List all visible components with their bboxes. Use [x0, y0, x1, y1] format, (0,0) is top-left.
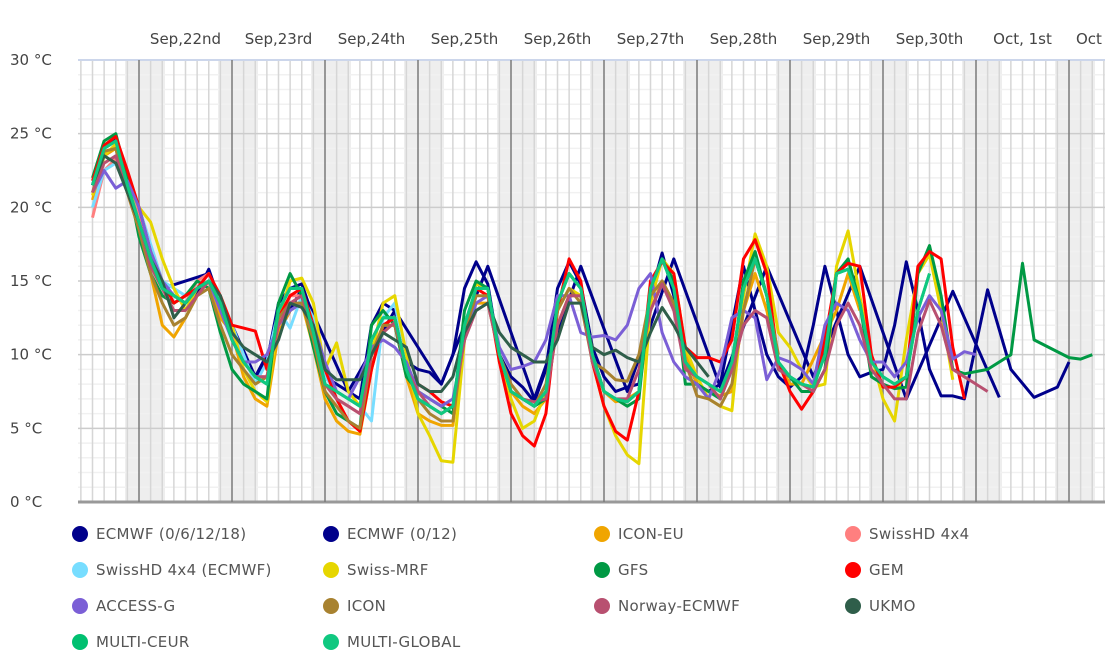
- legend-item[interactable]: ECMWF (0/6/12/18): [72, 522, 246, 546]
- temperature-chart: Sep,22nd Sep,23rd Sep,24th Sep,25th Sep,26th…: [10, 30, 1105, 511]
- legend-dot-icon: [594, 562, 610, 578]
- legend-label: GFS: [618, 561, 649, 579]
- y-tick-label: 25 °C: [10, 125, 52, 143]
- legend-label: UKMO: [869, 597, 916, 615]
- series-multi-global: [91, 139, 931, 416]
- y-tick-label: 20 °C: [10, 198, 52, 216]
- series-line: [91, 139, 931, 416]
- x-tick-label: Oct: [1076, 30, 1102, 48]
- x-tick-label: Oct, 1st: [993, 30, 1052, 48]
- x-tick-label: Sep,26th: [524, 30, 592, 48]
- legend-label: MULTI-GLOBAL: [347, 633, 461, 651]
- series-lines: [91, 132, 1093, 466]
- x-tick-label: Sep,28th: [710, 30, 778, 48]
- legend-item[interactable]: SwissHD 4x4 (ECMWF): [72, 558, 272, 582]
- x-tick-label: Sep,27th: [617, 30, 685, 48]
- legend-dot-icon: [72, 562, 88, 578]
- legend-dot-icon: [323, 634, 339, 650]
- x-tick-label: Sep,24th: [338, 30, 406, 48]
- legend-dot-icon: [845, 526, 861, 542]
- legend-item[interactable]: ICON-EU: [594, 522, 684, 546]
- legend-dot-icon: [72, 634, 88, 650]
- legend-label: Norway-ECMWF: [618, 597, 741, 615]
- legend-label: MULTI-CEUR: [96, 633, 190, 651]
- x-tick-label: Sep,29th: [803, 30, 871, 48]
- legend-label: ACCESS-G: [96, 597, 176, 615]
- legend-item[interactable]: GFS: [594, 558, 648, 582]
- legend-dot-icon: [845, 598, 861, 614]
- y-tick-label: 0 °C: [10, 493, 42, 511]
- legend-item[interactable]: Norway-ECMWF: [594, 594, 740, 618]
- legend-item[interactable]: ACCESS-G: [72, 594, 175, 618]
- legend-dot-icon: [594, 598, 610, 614]
- legend-dot-icon: [72, 598, 88, 614]
- y-tick-label: 5 °C: [10, 419, 42, 437]
- legend-dot-icon: [323, 562, 339, 578]
- legend-label: ICON-EU: [618, 525, 684, 543]
- legend-label: ICON: [347, 597, 387, 615]
- y-tick-label: 10 °C: [10, 346, 52, 364]
- legend-label: ECMWF (0/12): [347, 525, 458, 543]
- legend-dot-icon: [594, 526, 610, 542]
- series-gem: [91, 135, 966, 448]
- legend-item[interactable]: GEM: [845, 558, 904, 582]
- legend-item[interactable]: MULTI-GLOBAL: [323, 630, 461, 654]
- legend-dot-icon: [323, 526, 339, 542]
- y-tick-label: 30 °C: [10, 51, 52, 69]
- y-tick-label: 15 °C: [10, 272, 52, 290]
- legend-item[interactable]: UKMO: [845, 594, 916, 618]
- y-axis-labels: 0 °C 5 °C 10 °C 15 °C 20 °C 25 °C 30 °C: [10, 51, 52, 511]
- legend-item[interactable]: Swiss-MRF: [323, 558, 429, 582]
- series-line: [91, 135, 966, 448]
- legend-dot-icon: [845, 562, 861, 578]
- legend: ECMWF (0/6/12/18) ECMWF (0/12) ICON-EU Swis…: [72, 522, 1102, 658]
- legend-label: GEM: [869, 561, 904, 579]
- legend-dot-icon: [323, 598, 339, 614]
- legend-item[interactable]: ECMWF (0/12): [323, 522, 457, 546]
- legend-label: SwissHD 4x4: [869, 525, 970, 543]
- legend-label: ECMWF (0/6/12/18): [96, 525, 247, 543]
- legend-dot-icon: [72, 526, 88, 542]
- legend-item[interactable]: ICON: [323, 594, 386, 618]
- legend-label: Swiss-MRF: [347, 561, 429, 579]
- x-axis-labels: Sep,22nd Sep,23rd Sep,24th Sep,25th Sep,26th…: [150, 30, 1102, 48]
- legend-item[interactable]: MULTI-CEUR: [72, 630, 190, 654]
- x-tick-label: Sep,30th: [896, 30, 964, 48]
- x-tick-label: Sep,23rd: [245, 30, 313, 48]
- legend-label: SwissHD 4x4 (ECMWF): [96, 561, 272, 579]
- x-tick-label: Sep,25th: [431, 30, 499, 48]
- legend-item[interactable]: SwissHD 4x4: [845, 522, 969, 546]
- x-tick-label: Sep,22nd: [150, 30, 221, 48]
